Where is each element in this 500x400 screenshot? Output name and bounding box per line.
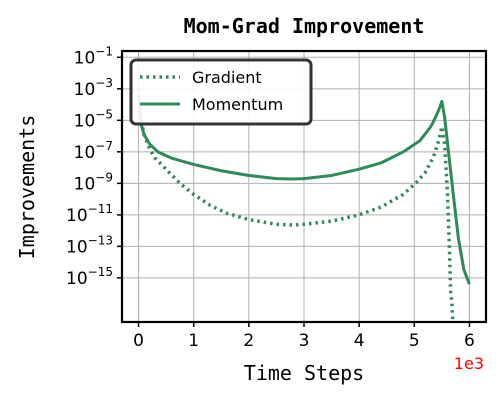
- legend: Gradient Momentum: [129, 58, 313, 126]
- y-tick-label: 10−15: [66, 265, 113, 289]
- legend-label-gradient: Gradient: [192, 68, 262, 87]
- x-axis-label: Time Steps: [244, 361, 364, 385]
- x-tick-label: 5: [409, 331, 420, 351]
- x-tick-label: 4: [354, 331, 365, 351]
- chart-title: Mom-Grad Improvement: [184, 14, 425, 38]
- x-axis-offset-label: 1e3: [454, 354, 484, 373]
- x-axis-ticks: 0 1 2 3 4 5 6: [133, 322, 475, 351]
- y-tick-label: 10−3: [74, 76, 113, 100]
- x-tick-label: 2: [243, 331, 254, 351]
- x-tick-label: 3: [299, 331, 310, 351]
- x-tick-label: 6: [464, 331, 475, 351]
- y-axis-ticks: 10−15 10−13 10−11 10−9 10−7 10−5 10−3 10−1: [66, 44, 122, 289]
- y-axis-label: Improvements: [15, 115, 39, 260]
- series-line-momentum: [137, 96, 471, 285]
- legend-label-momentum: Momentum: [192, 95, 283, 114]
- y-tick-label: 10−11: [66, 202, 113, 226]
- y-tick-label: 10−13: [66, 233, 113, 257]
- y-tick-label: 10−7: [74, 139, 113, 163]
- x-tick-label: 1: [188, 331, 199, 351]
- y-tick-label: 10−9: [74, 170, 113, 194]
- legend-frame: [129, 58, 313, 126]
- y-tick-label: 10−5: [74, 107, 113, 131]
- y-tick-label: 10−1: [74, 44, 113, 68]
- series-layer: [136, 88, 471, 322]
- x-tick-label: 0: [133, 331, 144, 351]
